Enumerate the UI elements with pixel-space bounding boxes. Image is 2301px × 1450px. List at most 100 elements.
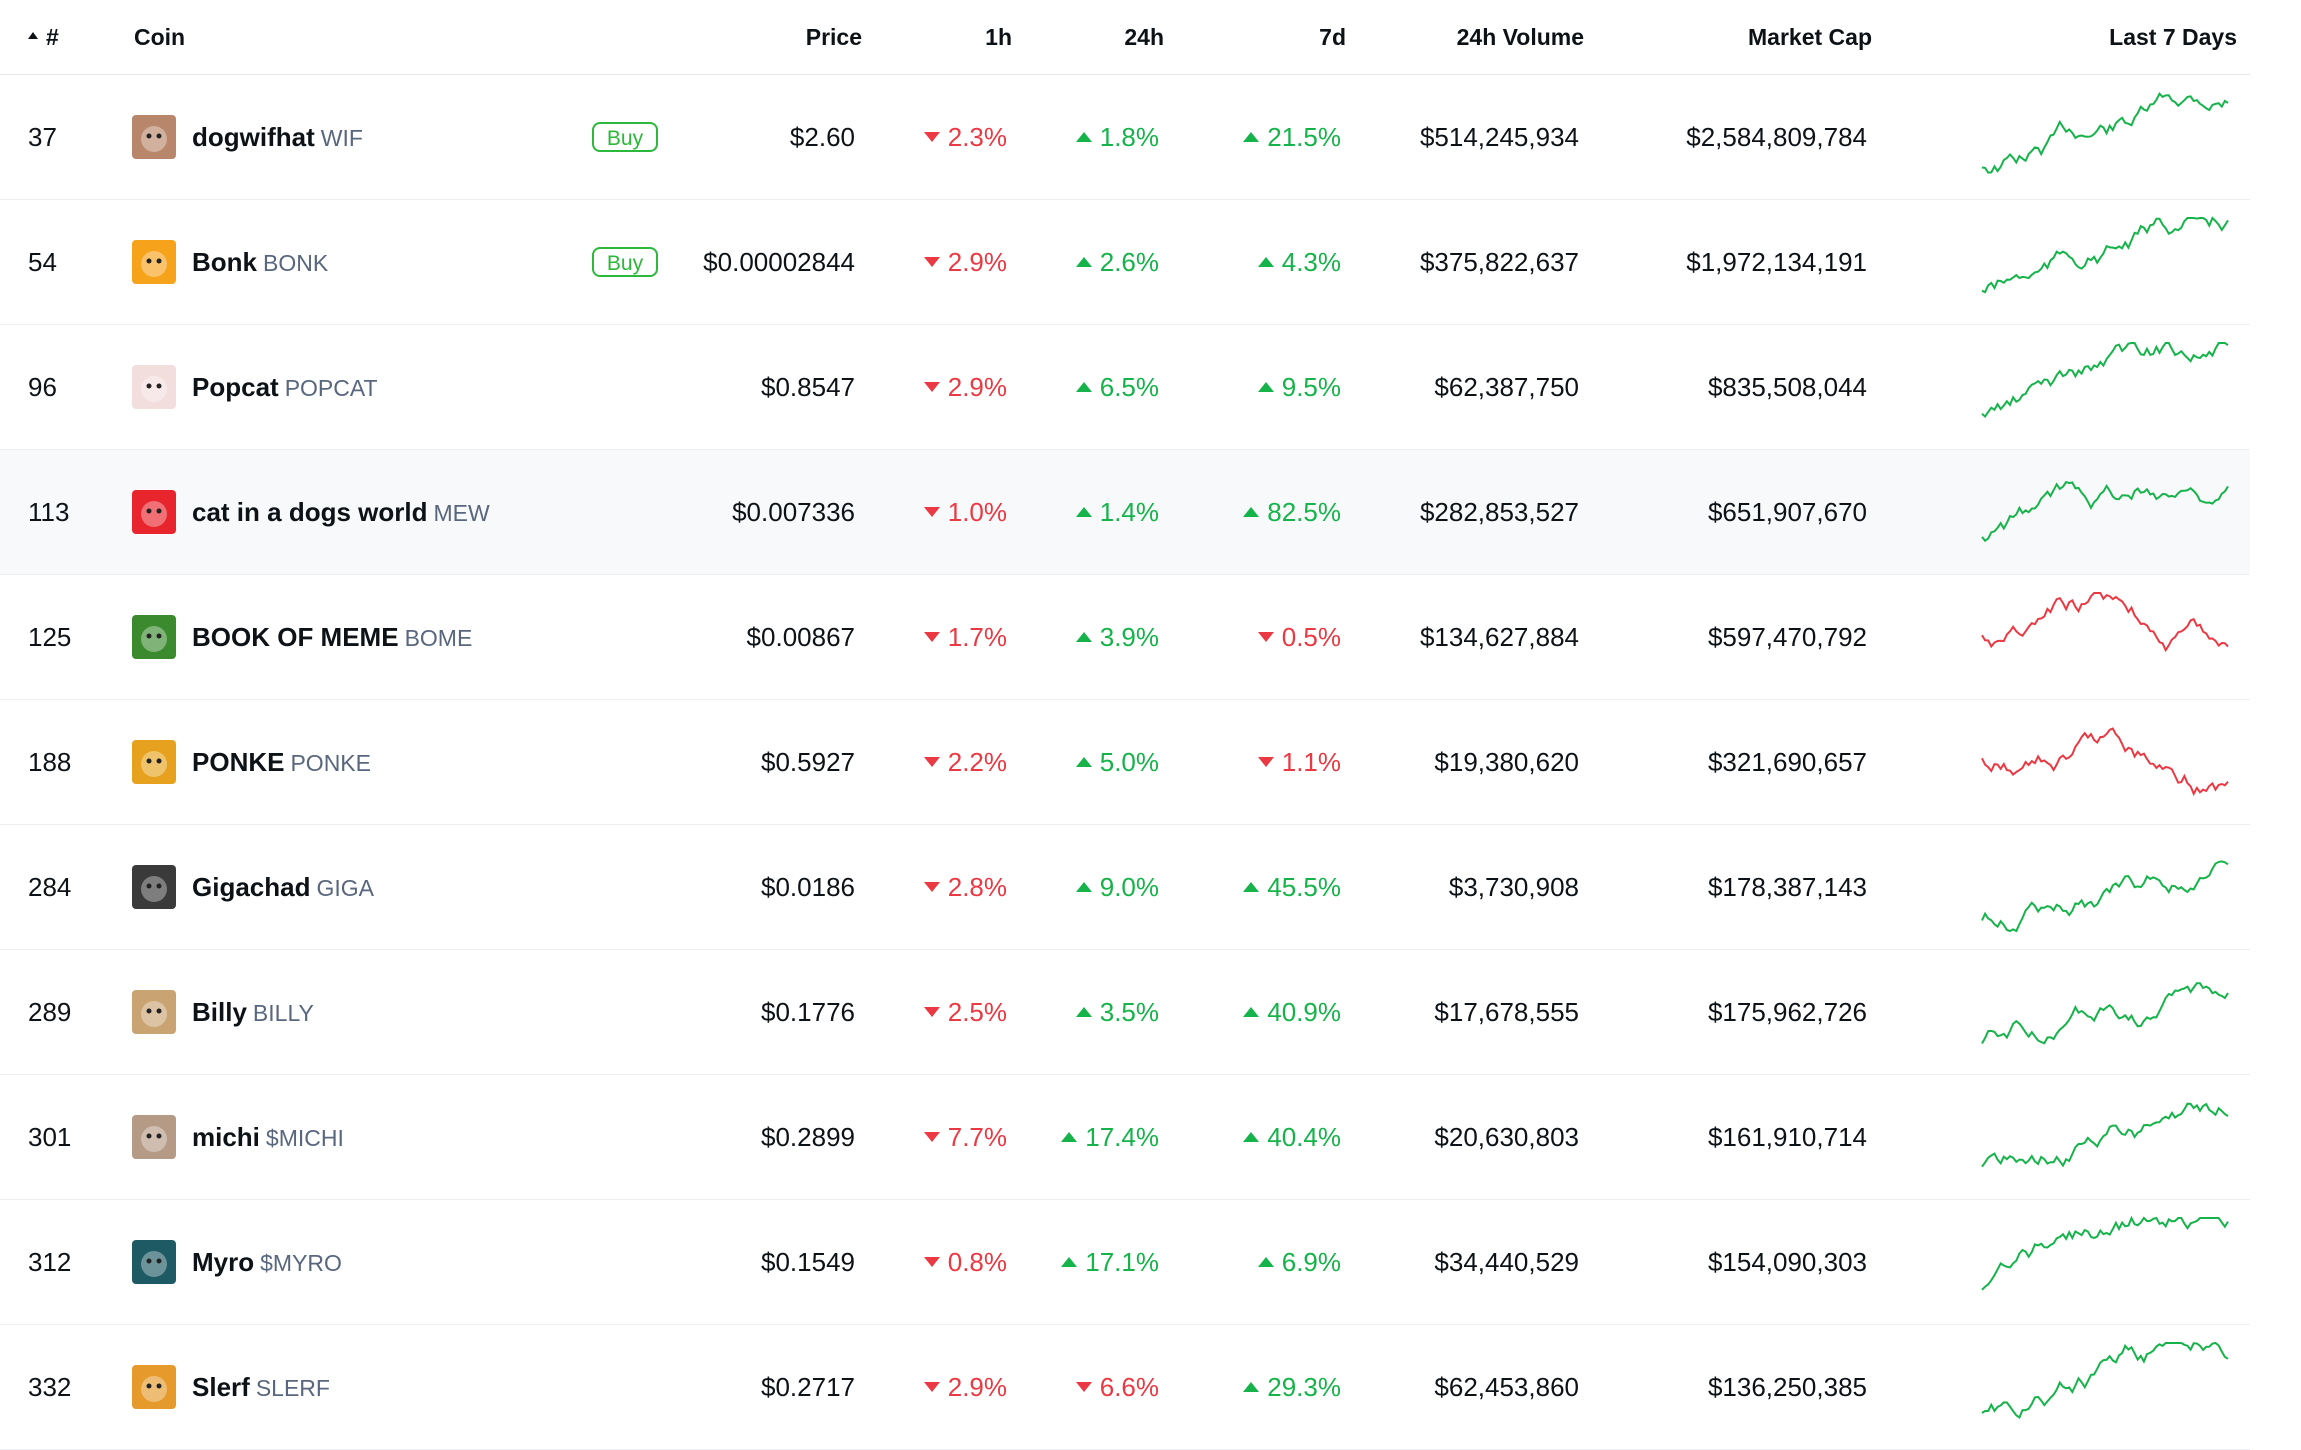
change-1h-cell: 2.5% [923, 950, 1007, 1074]
change-1h-cell: 1.7% [923, 575, 1007, 699]
volume-cell: $17,678,555 [1434, 997, 1579, 1027]
price-header[interactable]: Price [805, 24, 862, 50]
caret-up-icon [1075, 507, 1092, 518]
coin-table: # Coin Price 1h 24h 7d 24h Volume Market… [0, 0, 2250, 1450]
coin-symbol: PONKE [290, 750, 371, 776]
coin-name: Popcat [192, 372, 279, 402]
change-24h-cell: 1.8% [1075, 75, 1159, 199]
volume-cell: $62,387,750 [1434, 372, 1579, 402]
table-row[interactable]: 312 Myro $MYRO $0.1549 0.8% 17.1% 6.9% $34,440,… [0, 1200, 2250, 1325]
coin-name-link[interactable]: cat in a dogs world MEW [192, 450, 490, 574]
caret-up-icon [1075, 757, 1092, 768]
rank-cell: 54 [28, 247, 57, 277]
market-cap-header[interactable]: Market Cap [1748, 24, 1872, 50]
coin-name: Gigachad [192, 872, 311, 902]
coin-name-link[interactable]: Myro $MYRO [192, 1200, 342, 1324]
change-24h-cell: 5.0% [1075, 700, 1159, 824]
table-row[interactable]: 284 Gigachad GIGA $0.0186 2.8% 9.0% 45.5% $3,73… [0, 825, 2250, 950]
24h-header[interactable]: 24h [1124, 24, 1164, 50]
caret-down-icon [923, 257, 940, 268]
table-row[interactable]: 125 BOOK OF MEME BOME $0.00867 1.7% 3.9% 0.5% $… [0, 575, 2250, 700]
rank-header[interactable]: # [28, 24, 59, 51]
coin-name: cat in a dogs world [192, 497, 428, 527]
billy-logo-icon [132, 990, 176, 1034]
caret-down-icon [1257, 757, 1274, 768]
change-1h-cell: 2.3% [923, 75, 1007, 199]
change-7d-value: 0.5% [1281, 622, 1341, 652]
caret-up-icon [1257, 257, 1274, 268]
change-7d-cell: 82.5% [1243, 450, 1341, 574]
price-cell: $0.00867 [746, 622, 855, 652]
7d-header[interactable]: 7d [1319, 24, 1346, 50]
coin-name-link[interactable]: Popcat POPCAT [192, 325, 378, 449]
change-24h-cell: 3.9% [1075, 575, 1159, 699]
coin-symbol: $MYRO [260, 1250, 342, 1276]
coin-header[interactable]: Coin [134, 24, 186, 50]
table-row[interactable]: 332 Slerf SLERF $0.2717 2.9% 6.6% 29.3% $62,453… [0, 1325, 2250, 1450]
sparkline-chart [1981, 982, 2229, 1045]
price-cell: $0.00002844 [703, 247, 855, 277]
buy-button[interactable]: Buy [592, 247, 658, 277]
coin-symbol: GIGA [316, 875, 374, 901]
rank-cell: 289 [28, 997, 72, 1027]
mew-logo-icon [132, 490, 176, 534]
rank-header-label: # [46, 24, 59, 50]
rank-cell: 37 [28, 122, 57, 152]
change-7d-value: 6.9% [1281, 1247, 1341, 1277]
coin-name-link[interactable]: Slerf SLERF [192, 1325, 330, 1449]
rank-cell: 113 [28, 497, 70, 527]
volume-cell: $375,822,637 [1419, 247, 1579, 277]
change-7d-value: 45.5% [1267, 872, 1341, 902]
change-1h-value: 2.9% [947, 1372, 1007, 1402]
market-cap-cell: $597,470,792 [1707, 622, 1867, 652]
change-7d-value: 4.3% [1281, 247, 1341, 277]
sparkline-chart [1981, 860, 2229, 933]
change-24h-cell: 2.6% [1075, 200, 1159, 324]
change-7d-value: 40.9% [1267, 997, 1341, 1027]
coin-symbol: WIF [320, 125, 363, 151]
table-row[interactable]: 96 Popcat POPCAT $0.8547 2.9% 6.5% 9.5% $62,387… [0, 325, 2250, 450]
change-24h-cell: 17.4% [1061, 1075, 1159, 1199]
sparkline-chart [1981, 480, 2229, 543]
market-cap-cell: $161,910,714 [1707, 1122, 1867, 1152]
caret-up-icon [1243, 1382, 1260, 1393]
coin-name-link[interactable]: Gigachad GIGA [192, 825, 374, 949]
change-1h-value: 2.9% [947, 247, 1007, 277]
table-header: # Coin Price 1h 24h 7d 24h Volume Market… [0, 0, 2250, 75]
1h-header[interactable]: 1h [985, 24, 1012, 50]
coin-name-link[interactable]: PONKE PONKE [192, 700, 371, 824]
caret-up-icon [1243, 507, 1260, 518]
table-row[interactable]: 54 Bonk BONK Buy $0.00002844 2.9% 2.6% 4.3% $375… [0, 200, 2250, 325]
caret-down-icon [923, 757, 940, 768]
table-row[interactable]: 289 Billy BILLY $0.1776 2.5% 3.5% 40.9% $17,678… [0, 950, 2250, 1075]
sparkline-chart [1981, 1341, 2229, 1420]
change-24h-value: 1.8% [1099, 122, 1159, 152]
change-7d-cell: 0.5% [1257, 575, 1341, 699]
sort-ascending-icon [28, 32, 38, 40]
sparkline-chart [1981, 592, 2229, 653]
table-row[interactable]: 113 cat in a dogs world MEW $0.007336 1.0% 1.… [0, 450, 2250, 575]
table-row[interactable]: 188 PONKE PONKE $0.5927 2.2% 5.0% 1.1% $19,380,… [0, 700, 2250, 825]
market-cap-cell: $1,972,134,191 [1686, 247, 1867, 277]
change-1h-cell: 2.9% [923, 1325, 1007, 1449]
coin-name-link[interactable]: dogwifhat WIF [192, 75, 363, 199]
caret-down-icon [923, 882, 940, 893]
sparkline-chart [1981, 216, 2229, 294]
change-24h-cell: 1.4% [1075, 450, 1159, 574]
change-7d-value: 29.3% [1267, 1372, 1341, 1402]
buy-button[interactable]: Buy [592, 122, 658, 152]
caret-up-icon [1075, 1007, 1092, 1018]
change-24h-value: 3.5% [1099, 997, 1159, 1027]
coin-name-link[interactable]: Billy BILLY [192, 950, 314, 1074]
table-row[interactable]: 301 michi $MICHI $0.2899 7.7% 17.4% 40.4% $20,6… [0, 1075, 2250, 1200]
sparkline-down [1981, 727, 2229, 797]
table-row[interactable]: 37 dogwifhat WIF Buy $2.60 2.3% 1.8% 21.5% $514,… [0, 75, 2250, 200]
volume-header[interactable]: 24h Volume [1456, 24, 1584, 50]
coin-name-link[interactable]: Bonk BONK [192, 200, 328, 324]
coin-name-link[interactable]: BOOK OF MEME BOME [192, 575, 472, 699]
change-1h-value: 2.9% [947, 372, 1007, 402]
coin-name-link[interactable]: michi $MICHI [192, 1075, 344, 1199]
change-24h-value: 6.6% [1099, 1372, 1159, 1402]
change-1h-cell: 2.9% [923, 325, 1007, 449]
change-1h-cell: 2.9% [923, 200, 1007, 324]
